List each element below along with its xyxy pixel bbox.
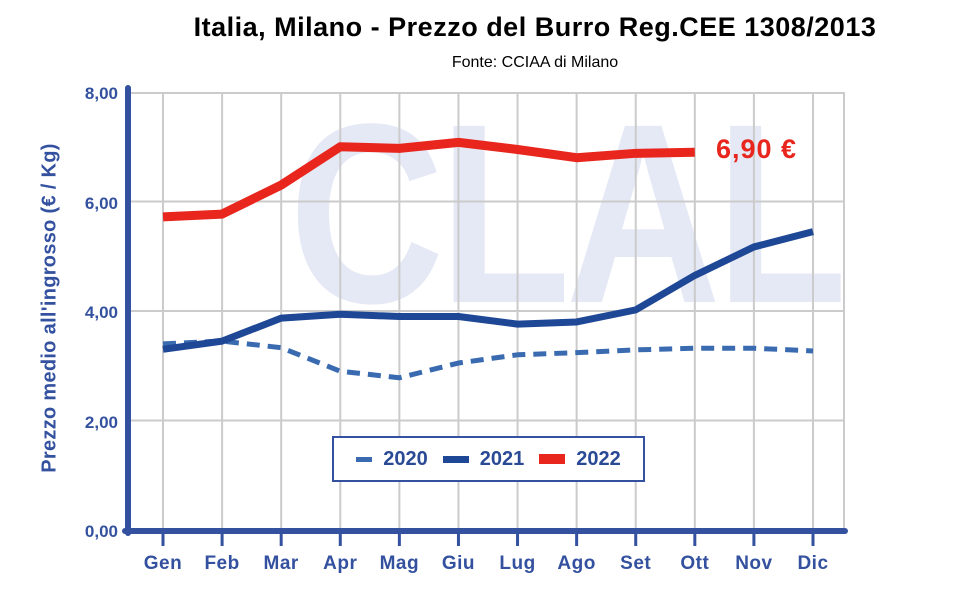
x-tick-label-nov: Nov [735,553,773,574]
series-line-2021 [162,228,814,353]
y-tick-label: 6,00 [84,193,118,213]
line-chart-svg [122,85,848,546]
x-tick-label-mag: Mag [379,553,420,574]
y-tick-label: 8,00 [84,84,118,103]
legend-item-2020: 2020 [356,448,428,471]
legend-label-2021: 2021 [479,447,525,470]
x-tick-label-ott: Ott [680,553,710,574]
chart-subtitle: Fonte: CCIAA di Milano [451,54,619,71]
x-tick-label-ago: Ago [557,553,596,574]
price-annotation: 6,90 € [716,134,798,164]
x-tick-label-dic: Dic [797,553,829,574]
legend-swatch-2020 [356,456,373,462]
x-tick-label-feb: Feb [204,553,240,574]
x-tick-label-giu: Giu [441,553,476,574]
y-tick-label: 2,00 [84,412,118,432]
chart-title: Italia, Milano - Prezzo del Burro Reg.CE… [193,12,877,42]
series-line-2022 [162,137,695,222]
x-tick-label-gen: Gen [143,553,183,574]
legend-swatch-2022 [539,454,566,464]
x-tick-label-apr: Apr [323,553,358,574]
legend-item-2021: 2021 [442,447,525,471]
legend-label-2020: 2020 [383,447,428,470]
x-tick-label-set: Set [620,553,652,574]
y-tick-label: 0,00 [84,522,118,541]
x-tick-label-lug: Lug [499,553,536,574]
y-tick-label: 4,00 [84,303,118,322]
series-line-2020 [162,338,814,381]
legend-item-2022: 2022 [539,448,621,471]
legend-swatch-2021 [442,455,469,463]
legend: 2020 2021 2022 [332,436,645,482]
x-tick-label-mar: Mar [263,553,299,574]
legend-label-2022: 2022 [576,447,621,470]
